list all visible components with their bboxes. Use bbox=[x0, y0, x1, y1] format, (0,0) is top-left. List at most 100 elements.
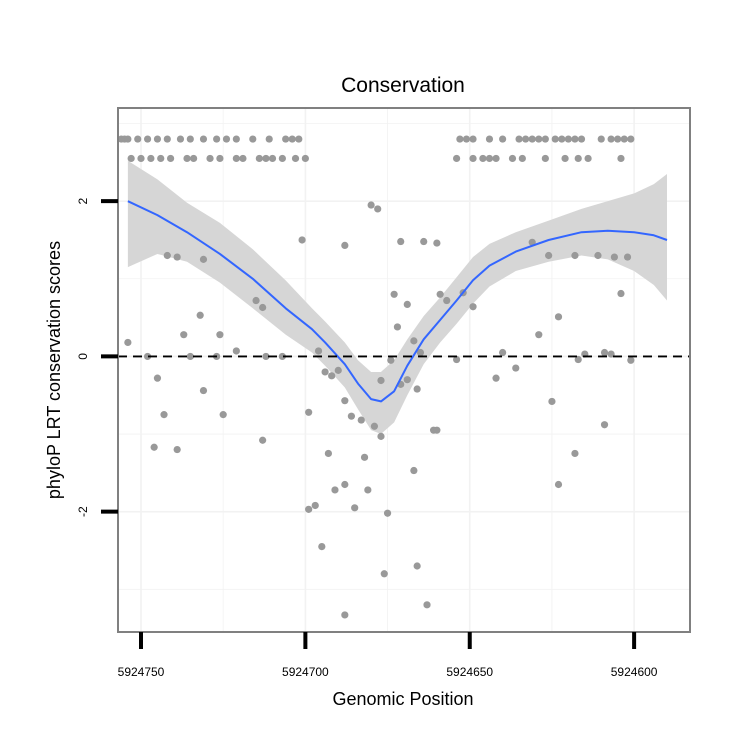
data-point bbox=[370, 422, 379, 430]
y-axis: -2 0 2 bbox=[76, 197, 118, 517]
data-point bbox=[413, 385, 421, 393]
data-point bbox=[213, 135, 221, 143]
y-axis-label: phyloP LRT conservation scores bbox=[44, 241, 64, 499]
data-point bbox=[341, 480, 349, 489]
confidence-ribbon-group bbox=[127, 160, 667, 435]
data-point bbox=[305, 408, 313, 416]
data-point bbox=[397, 237, 405, 246]
data-point bbox=[232, 154, 240, 163]
x-tick-label: 5924700 bbox=[282, 665, 329, 679]
data-point bbox=[390, 290, 398, 298]
data-point bbox=[377, 432, 385, 440]
data-point bbox=[311, 501, 319, 510]
data-point bbox=[561, 154, 569, 163]
data-point bbox=[291, 154, 300, 163]
data-point bbox=[452, 154, 461, 163]
data-point bbox=[173, 445, 181, 454]
data-point bbox=[163, 135, 171, 143]
x-axis: 5924750 5924700 5924650 5924600 bbox=[118, 632, 658, 679]
data-point bbox=[367, 201, 375, 209]
data-point bbox=[597, 135, 605, 143]
data-point bbox=[124, 338, 132, 347]
data-point bbox=[479, 154, 487, 163]
data-point bbox=[268, 154, 277, 163]
data-point bbox=[239, 154, 247, 163]
data-point bbox=[265, 135, 273, 143]
data-point bbox=[571, 251, 579, 260]
data-point bbox=[469, 303, 477, 311]
data-point bbox=[541, 135, 549, 143]
data-point bbox=[328, 372, 336, 380]
data-point bbox=[610, 253, 618, 261]
x-axis-label: Genomic Position bbox=[332, 689, 473, 709]
data-point bbox=[137, 154, 145, 163]
data-point bbox=[186, 352, 194, 361]
data-point bbox=[600, 421, 609, 429]
data-point bbox=[462, 135, 471, 143]
data-point bbox=[383, 509, 392, 517]
data-point bbox=[216, 331, 224, 339]
panel-border bbox=[117, 107, 691, 633]
data-point bbox=[124, 135, 132, 143]
data-point bbox=[571, 449, 579, 458]
data-point bbox=[607, 350, 615, 358]
data-point bbox=[393, 323, 402, 331]
data-point bbox=[127, 154, 135, 163]
data-point bbox=[262, 352, 270, 361]
data-point bbox=[143, 352, 152, 361]
data-point bbox=[515, 135, 523, 143]
data-point bbox=[614, 135, 622, 143]
data-point bbox=[574, 154, 582, 163]
data-point bbox=[147, 154, 155, 163]
data-point bbox=[255, 154, 263, 163]
x-tick-label: 5924600 bbox=[611, 665, 658, 679]
data-point bbox=[278, 352, 286, 361]
data-point bbox=[219, 411, 227, 419]
data-point bbox=[423, 601, 431, 609]
data-point bbox=[341, 241, 349, 250]
data-point bbox=[143, 135, 152, 143]
data-point bbox=[357, 416, 365, 424]
data-point bbox=[456, 135, 464, 143]
data-point bbox=[190, 154, 198, 163]
data-point bbox=[199, 255, 208, 263]
data-point bbox=[512, 364, 520, 372]
data-point bbox=[351, 504, 359, 512]
data-point bbox=[416, 348, 425, 357]
data-point bbox=[485, 154, 494, 163]
data-point bbox=[528, 135, 536, 143]
data-point bbox=[469, 154, 477, 163]
data-point bbox=[452, 355, 461, 364]
data-point bbox=[492, 154, 500, 163]
data-point bbox=[305, 505, 313, 513]
data-point bbox=[282, 135, 290, 143]
data-point bbox=[499, 135, 507, 143]
data-point bbox=[574, 355, 582, 364]
data-point bbox=[571, 135, 579, 143]
data-point bbox=[324, 449, 332, 458]
data-point bbox=[331, 486, 339, 494]
data-point bbox=[620, 135, 628, 143]
data-point bbox=[554, 313, 563, 321]
data-point bbox=[577, 135, 586, 143]
data-point bbox=[403, 376, 411, 384]
data-point bbox=[318, 543, 326, 551]
data-point bbox=[232, 347, 240, 355]
x-tick-label: 5924650 bbox=[446, 665, 493, 679]
data-point bbox=[173, 253, 181, 261]
data-point bbox=[535, 331, 543, 339]
data-point bbox=[314, 347, 323, 355]
data-point bbox=[499, 348, 507, 357]
data-point bbox=[607, 135, 615, 143]
data-point bbox=[216, 154, 224, 163]
plot-panel bbox=[117, 107, 691, 633]
smooth-line-group bbox=[127, 200, 668, 403]
data-point bbox=[522, 135, 530, 143]
data-point bbox=[535, 135, 543, 143]
data-point bbox=[545, 251, 553, 260]
data-point bbox=[508, 154, 517, 163]
data-point bbox=[262, 154, 270, 163]
data-point bbox=[403, 300, 411, 309]
confidence-ribbon bbox=[127, 160, 667, 435]
